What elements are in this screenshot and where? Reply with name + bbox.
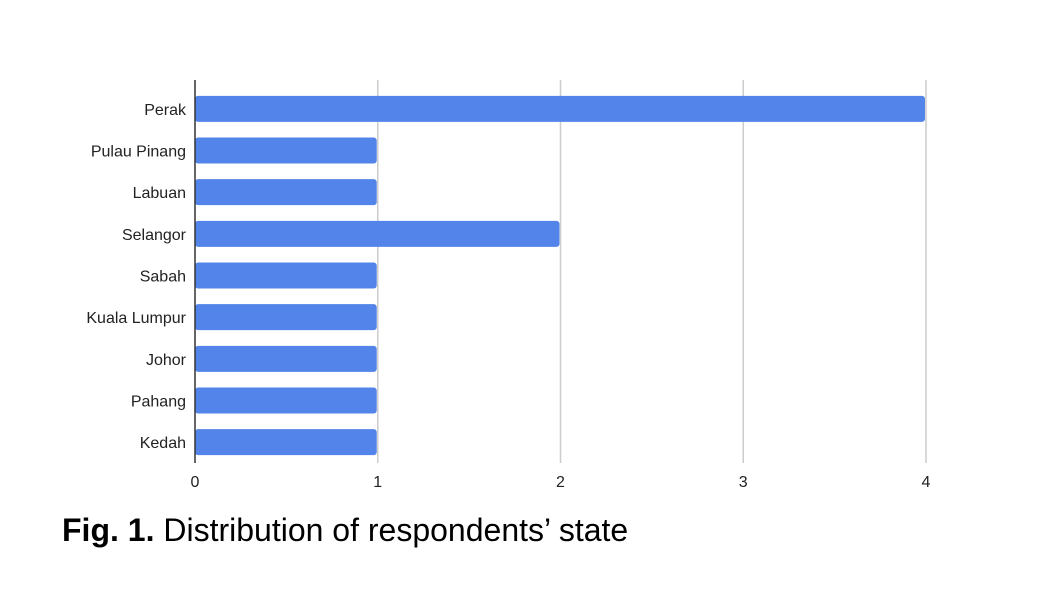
y-tick-label-johor: Johor <box>146 352 187 369</box>
bar-pulau-pinang <box>195 137 377 164</box>
y-tick-label-pahang: Pahang <box>131 394 186 411</box>
bar-johor <box>195 345 377 372</box>
y-tick-label-sabah: Sabah <box>140 269 186 286</box>
figure-caption: Fig. 1. Distribution of respondents’ sta… <box>62 512 628 549</box>
y-tick-label-selangor: Selangor <box>122 227 187 244</box>
y-tick-label-kedah: Kedah <box>140 435 186 452</box>
y-tick-label-pulau-pinang: Pulau Pinang <box>91 144 186 161</box>
bar-kedah <box>195 429 377 456</box>
x-tick-label-3: 3 <box>739 474 748 491</box>
y-tick-label-perak: Perak <box>144 102 187 119</box>
figure-caption-text: Distribution of respondents’ state <box>154 512 629 548</box>
bar-labuan <box>195 179 377 206</box>
bar-kuala-lumpur <box>195 304 377 331</box>
bar-chart: 0 1 2 3 4 Perak Pulau Pinang Labuan Selangor Saba… <box>86 80 931 491</box>
bar-pahang <box>195 387 377 414</box>
x-tick-label-2: 2 <box>556 474 565 491</box>
x-tick-label-4: 4 <box>922 474 931 491</box>
bar-sabah <box>195 262 377 289</box>
x-tick-label-0: 0 <box>191 474 200 491</box>
figure-number: Fig. 1. <box>62 512 155 548</box>
y-tick-label-labuan: Labuan <box>133 185 186 202</box>
bar-selangor <box>195 220 560 247</box>
y-tick-label-kuala-lumpur: Kuala Lumpur <box>86 310 186 327</box>
bar-perak <box>195 95 925 122</box>
x-tick-label-1: 1 <box>373 474 382 491</box>
